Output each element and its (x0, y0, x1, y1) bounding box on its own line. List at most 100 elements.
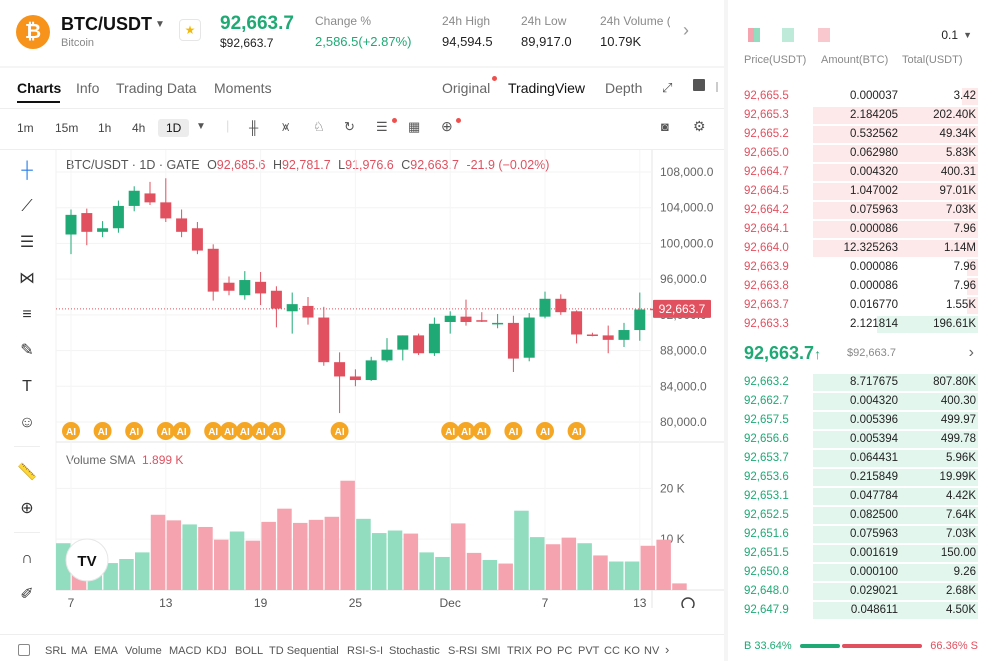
square-icon[interactable] (693, 79, 705, 91)
ai-marker[interactable] (567, 422, 586, 440)
text-icon[interactable]: T (22, 378, 32, 395)
volume-bar[interactable] (387, 530, 403, 590)
candle-body[interactable] (444, 315, 456, 322)
indicator-volume[interactable]: Volume (125, 645, 162, 657)
ask-row[interactable]: 92,663.7 0.016770 1.55K (728, 296, 994, 315)
volume-bar[interactable] (198, 526, 213, 590)
ask-row[interactable]: 92,664.1 0.000086 7.96 (728, 220, 994, 239)
header-total[interactable]: Total(USDT) (902, 54, 963, 66)
indicator-ma[interactable]: MA (71, 645, 88, 657)
volume-bar[interactable] (245, 540, 261, 590)
candle-body[interactable] (286, 304, 298, 312)
candle-body[interactable] (112, 205, 124, 229)
volume-bar[interactable] (466, 552, 482, 590)
candle-body[interactable] (555, 298, 567, 313)
bid-row[interactable]: 92,651.5 0.001619 150.00 (728, 544, 994, 563)
tf-15m[interactable]: 15m (55, 121, 79, 135)
candle-body[interactable] (128, 190, 140, 206)
volume-bar[interactable] (545, 544, 561, 590)
volume-bar[interactable] (640, 545, 656, 590)
candle-body[interactable] (349, 376, 361, 381)
view-asks-icon[interactable] (818, 28, 830, 42)
candle-body[interactable] (539, 298, 551, 317)
candle-body[interactable] (65, 214, 77, 235)
ask-row[interactable]: 92,664.0 12.325263 1.14M (728, 239, 994, 258)
fib-icon[interactable]: ≡ (22, 306, 32, 323)
pattern-icon[interactable]: ⋈ (19, 270, 35, 287)
indicator-boll[interactable]: BOLL (235, 645, 264, 657)
candle-body[interactable] (97, 228, 109, 232)
tf-1h[interactable]: 1h (98, 121, 112, 135)
ai-marker[interactable] (267, 422, 286, 440)
volume-bar[interactable] (498, 563, 513, 590)
trendline-icon[interactable]: ⟋ (21, 198, 33, 215)
candle-body[interactable] (318, 317, 330, 363)
expand-icon[interactable]: ⤢ (662, 80, 673, 95)
ask-row[interactable]: 92,665.2 0.532562 49.34K (728, 125, 994, 144)
ask-row[interactable]: 92,665.3 2.184205 202.40K (728, 106, 994, 125)
candle-body[interactable] (334, 362, 346, 377)
pair-selector[interactable]: BTC/USDT (61, 14, 152, 34)
indicator-stochastic[interactable]: Stochastic (389, 645, 440, 657)
caret-down-icon[interactable]: ▼ (963, 30, 972, 40)
candle-body[interactable] (602, 335, 614, 340)
bid-row[interactable]: 92,657.5 0.005396 499.97 (728, 411, 994, 430)
ai-marker[interactable] (441, 422, 460, 440)
ask-row[interactable]: 92,665.0 0.062980 5.83K (728, 144, 994, 163)
bid-row[interactable]: 92,662.7 0.004320 400.30 (728, 392, 994, 411)
volume-bar[interactable] (561, 537, 577, 590)
camera-icon[interactable]: ◙ (661, 119, 669, 134)
volume-bar[interactable] (482, 560, 498, 590)
chevron-right-icon[interactable]: › (665, 642, 670, 657)
candle-body[interactable] (381, 349, 393, 361)
ruler-icon[interactable]: 📏 (17, 464, 37, 481)
volume-bar[interactable] (372, 533, 387, 590)
volume-bar[interactable] (356, 518, 371, 590)
volume-bar[interactable] (577, 543, 592, 590)
volume-bar[interactable] (514, 510, 529, 590)
tab-trading-data[interactable]: Trading Data (116, 80, 197, 96)
volume-bar[interactable] (119, 558, 134, 590)
precision-select[interactable]: 0.1 (941, 28, 958, 42)
bid-row[interactable]: 92,656.6 0.005394 499.78 (728, 430, 994, 449)
tab-moments[interactable]: Moments (214, 80, 272, 96)
indicator-pvt[interactable]: PVT (578, 645, 600, 657)
ai-marker[interactable] (93, 422, 112, 440)
candle-body[interactable] (144, 193, 156, 203)
volume-bar[interactable] (135, 552, 150, 590)
ai-marker[interactable] (220, 422, 238, 440)
candle-body[interactable] (634, 309, 646, 331)
volume-bar[interactable] (103, 563, 118, 590)
ai-marker[interactable] (330, 422, 349, 440)
volume-bar[interactable] (150, 514, 166, 590)
volume-bar[interactable] (435, 556, 450, 590)
magnet-icon[interactable]: ∩ (21, 550, 33, 567)
bid-row[interactable]: 92,650.8 0.000100 9.26 (728, 563, 994, 582)
candle-body[interactable] (428, 323, 440, 354)
indicator-srl[interactable]: SRL (45, 645, 67, 657)
candle-body[interactable] (586, 334, 598, 337)
candle-body[interactable] (413, 335, 425, 354)
indicator-ema[interactable]: EMA (94, 645, 118, 657)
tf-1m[interactable]: 1m (17, 121, 34, 135)
volume-bar[interactable] (530, 537, 545, 590)
candle-body[interactable] (302, 305, 314, 318)
ai-marker[interactable] (504, 422, 523, 440)
bid-row[interactable]: 92,663.2 8.717675 807.80K (728, 373, 994, 392)
ask-row[interactable]: 92,663.9 0.000086 7.96 (728, 258, 994, 277)
caret-down-icon[interactable]: ▼ (196, 121, 206, 132)
alert-icon[interactable]: ♘ (313, 119, 325, 134)
brush-icon[interactable]: ✎ (20, 342, 34, 359)
view-both-icon[interactable] (748, 28, 760, 42)
ask-row[interactable]: 92,663.3 2.121814 196.61K (728, 315, 994, 334)
add-icon[interactable]: ⊕ (441, 118, 453, 134)
candle-body[interactable] (507, 322, 519, 359)
tf-4h[interactable]: 4h (132, 121, 146, 135)
bid-row[interactable]: 92,653.7 0.064431 5.96K (728, 449, 994, 468)
volume-bar[interactable] (324, 516, 340, 590)
volume-bar[interactable] (609, 561, 624, 590)
indicator-s-rsi[interactable]: S-RSI (448, 645, 478, 657)
tf-1d[interactable]: 1D (158, 119, 190, 137)
axis-settings-icon[interactable] (681, 597, 695, 608)
chevron-right-icon[interactable]: › (683, 20, 689, 40)
